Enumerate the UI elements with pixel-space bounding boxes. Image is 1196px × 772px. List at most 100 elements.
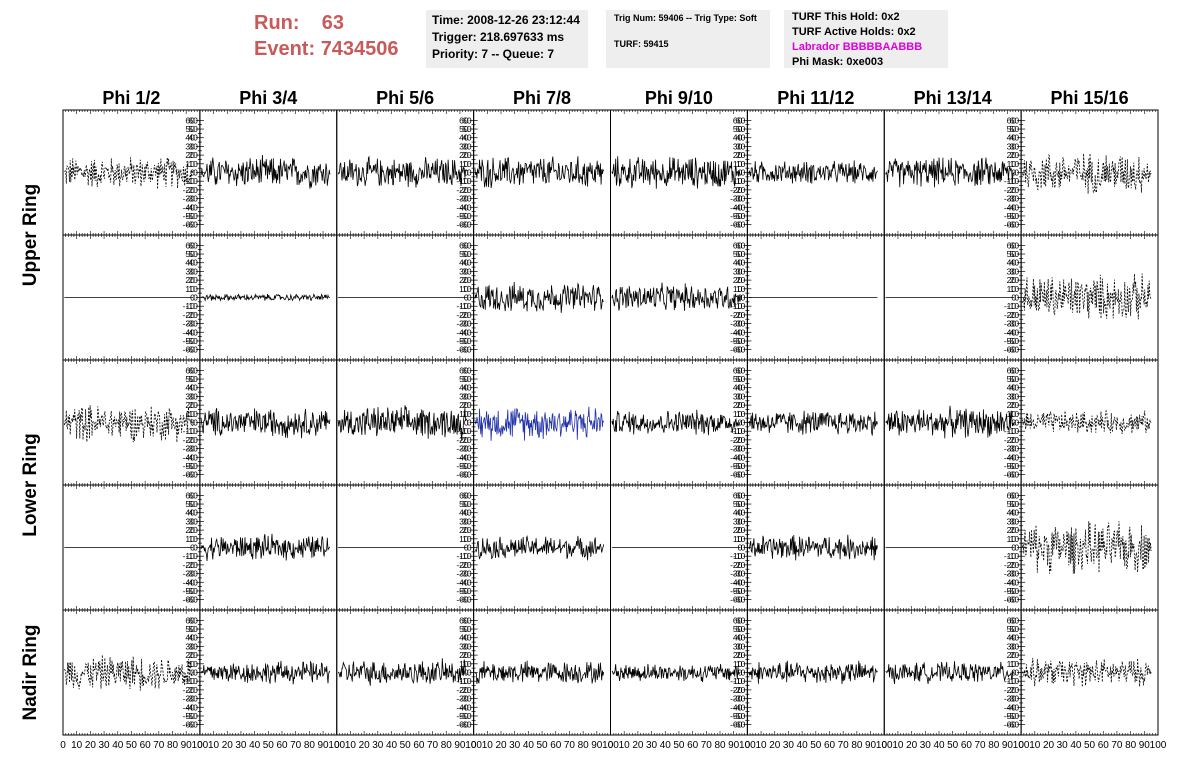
y-tick-label: -30 <box>183 569 196 579</box>
y-tick-label: 0 <box>1014 168 1019 178</box>
y-tick-label: 10 <box>188 159 198 169</box>
y-tick-label: -40 <box>456 577 469 587</box>
y-tick-label: 60 <box>1010 240 1020 250</box>
y-tick-label: -50 <box>456 586 469 596</box>
y-tick-label: -20 <box>186 685 199 695</box>
y-tick-label: 50 <box>459 124 469 134</box>
y-tick-label: 0 <box>738 293 743 303</box>
y-tick-label: -20 <box>1007 435 1020 445</box>
y-tick-label: 0 <box>1011 543 1016 553</box>
y-tick-label: -40 <box>459 327 472 337</box>
y-tick-label: -50 <box>459 586 472 596</box>
y-tick-label: -60 <box>730 220 743 230</box>
y-tick-label: -10 <box>730 176 743 186</box>
y-tick-label: -20 <box>186 310 199 320</box>
waveform-trace <box>200 533 331 562</box>
y-tick-label: 10 <box>185 659 195 669</box>
y-tick-label: -20 <box>459 435 472 445</box>
y-tick-label: 0 <box>1014 543 1019 553</box>
y-tick-label: 60 <box>188 490 198 500</box>
y-tick-label: 30 <box>1007 141 1017 151</box>
y-tick-label: -60 <box>1007 220 1020 230</box>
y-tick-label: -30 <box>459 319 472 329</box>
y-tick-label: 50 <box>733 124 743 134</box>
y-tick-label: 0 <box>741 168 746 178</box>
y-tick-label: -30 <box>1004 319 1017 329</box>
y-tick-label: -50 <box>456 336 469 346</box>
y-tick-label: -10 <box>1004 551 1017 561</box>
y-tick-label: -50 <box>456 711 469 721</box>
y-tick-label: 10 <box>1010 284 1020 294</box>
column-header-6: Phi 11/12 <box>777 88 854 108</box>
y-tick-label: 60 <box>462 365 472 375</box>
y-tick-label: 60 <box>733 490 743 500</box>
y-tick-label: 40 <box>736 133 746 143</box>
y-tick-label: -60 <box>459 470 472 480</box>
y-tick-label: -30 <box>183 194 196 204</box>
y-tick-label: -20 <box>456 185 469 195</box>
y-tick-label: 30 <box>185 516 195 526</box>
y-tick-label: 20 <box>459 400 469 410</box>
waveform-trace <box>337 405 468 440</box>
row-label-1: Upper Ring <box>20 184 41 286</box>
y-tick-label: 10 <box>188 659 198 669</box>
y-tick-label: -30 <box>733 194 746 204</box>
y-tick-label: -30 <box>1004 194 1017 204</box>
y-tick-label: -10 <box>186 176 199 186</box>
y-tick-label: 50 <box>185 499 195 509</box>
y-tick-label: -10 <box>1004 301 1017 311</box>
y-tick-label: 60 <box>1010 115 1020 125</box>
y-tick-label: 30 <box>459 641 469 651</box>
event-label: Event: <box>254 38 316 60</box>
y-tick-label: 50 <box>733 499 743 509</box>
y-tick-label: -50 <box>1004 461 1017 471</box>
y-tick-label: -30 <box>1007 444 1020 454</box>
y-tick-label: 40 <box>736 383 746 393</box>
y-tick-label: -20 <box>1004 560 1017 570</box>
y-tick-label: -30 <box>733 444 746 454</box>
y-tick-label: 50 <box>1007 499 1017 509</box>
y-tick-label: -30 <box>456 194 469 204</box>
y-tick-label: 40 <box>1010 383 1020 393</box>
y-tick-label: 50 <box>185 249 195 259</box>
y-tick-label: 60 <box>459 615 469 625</box>
waveform-trace <box>885 405 1015 439</box>
y-tick-label: -50 <box>456 211 469 221</box>
y-tick-label: 30 <box>736 516 746 526</box>
y-tick-label: -30 <box>459 194 472 204</box>
y-tick-label: 50 <box>462 124 472 134</box>
y-tick-label: -10 <box>186 426 199 436</box>
y-tick-label: 50 <box>736 124 746 134</box>
y-tick-label: 50 <box>733 374 743 384</box>
y-tick-label: 60 <box>462 490 472 500</box>
y-tick-label: 10 <box>733 409 743 419</box>
y-tick-label: -60 <box>186 470 199 480</box>
y-tick-label: -50 <box>186 211 199 221</box>
y-tick-label: -50 <box>183 586 196 596</box>
y-tick-label: -60 <box>459 595 472 605</box>
y-tick-label: -40 <box>183 452 196 462</box>
y-tick-label: 0 <box>193 543 198 553</box>
y-tick-label: -50 <box>730 336 743 346</box>
y-tick-label: 30 <box>185 391 195 401</box>
y-tick-label: 50 <box>185 124 195 134</box>
y-tick-label: 10 <box>462 409 472 419</box>
y-tick-label: 60 <box>188 615 198 625</box>
y-tick-label: 40 <box>188 258 198 268</box>
y-tick-label: -40 <box>183 327 196 337</box>
y-tick-label: -20 <box>456 685 469 695</box>
y-tick-label: 20 <box>733 150 743 160</box>
y-tick-label: 40 <box>1010 133 1020 143</box>
y-tick-label: 30 <box>1010 141 1020 151</box>
y-tick-label: -10 <box>730 551 743 561</box>
trigger-text: Trigger: 218.697633 ms <box>432 30 565 44</box>
y-tick-label: 40 <box>733 383 743 393</box>
y-tick-label: 30 <box>1010 516 1020 526</box>
y-tick-label: 60 <box>188 365 198 375</box>
y-tick-label: 30 <box>459 141 469 151</box>
y-tick-label: 10 <box>462 159 472 169</box>
y-tick-label: 0 <box>467 418 472 428</box>
y-tick-label: 0 <box>464 668 469 678</box>
waveform-trace <box>748 160 878 184</box>
y-tick-label: 40 <box>459 258 469 268</box>
